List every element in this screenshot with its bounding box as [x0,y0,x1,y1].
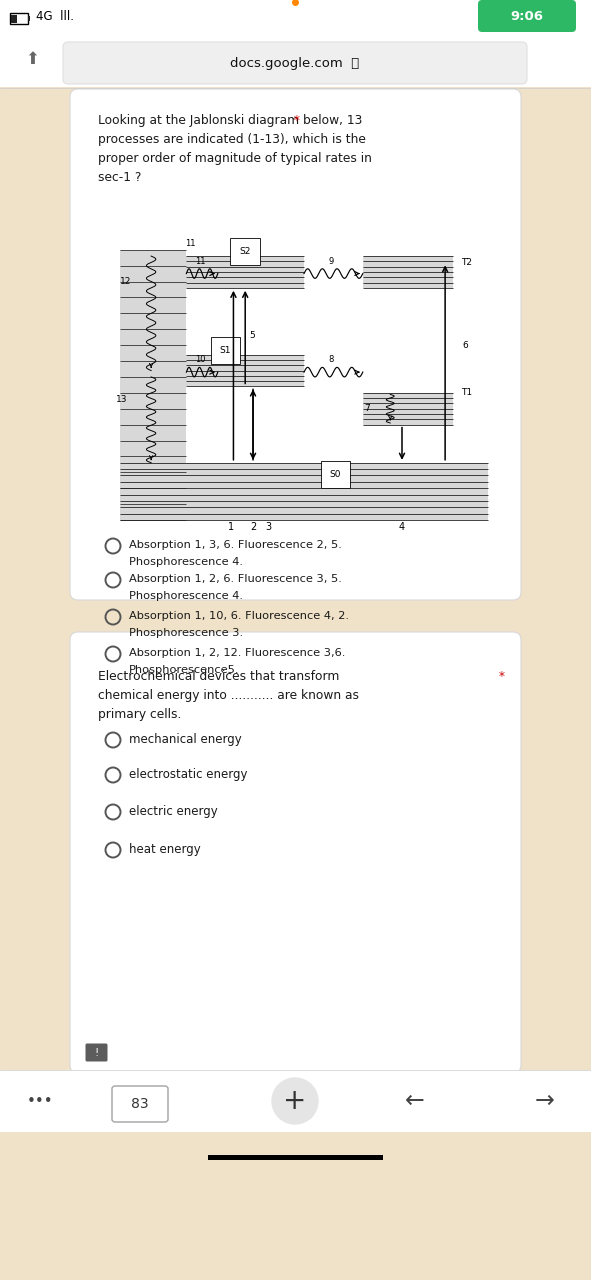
Text: 3: 3 [266,521,272,531]
Circle shape [272,1078,318,1124]
Text: 4: 4 [399,521,405,531]
Text: electrostatic energy: electrostatic energy [129,768,248,781]
Text: T1: T1 [461,388,472,397]
Text: Phosphorescence 3.: Phosphorescence 3. [129,628,243,637]
Text: 6: 6 [463,340,469,349]
Bar [186,355,304,387]
Text: Looking at the Jablonski diagram below, 13: Looking at the Jablonski diagram below, … [98,114,362,127]
Bar [363,393,453,425]
Text: S2: S2 [239,247,251,256]
Text: *: * [290,114,300,127]
Text: ⬆: ⬆ [25,50,39,68]
Text: primary cells.: primary cells. [98,708,181,721]
Text: 7: 7 [364,404,369,413]
Bar [0,32,591,87]
Text: 11: 11 [185,239,196,248]
Bar [186,256,304,288]
Bar [208,1155,383,1160]
Text: sec-1 ?: sec-1 ? [98,172,141,184]
Text: Absorption 1, 10, 6. Fluorescence 4, 2.: Absorption 1, 10, 6. Fluorescence 4, 2. [129,611,349,621]
FancyBboxPatch shape [70,90,521,600]
FancyBboxPatch shape [478,0,576,32]
Text: Electrochemical devices that transform: Electrochemical devices that transform [98,669,339,684]
Bar [0,1070,591,1132]
Text: T2: T2 [461,259,472,268]
Text: processes are indicated (1-13), which is the: processes are indicated (1-13), which is… [98,133,366,146]
Bar [10,13,28,24]
Text: heat energy: heat energy [129,844,201,856]
Text: Absorption 1, 2, 6. Fluorescence 3, 5.: Absorption 1, 2, 6. Fluorescence 3, 5. [129,573,342,584]
Text: docs.google.com  🔒: docs.google.com 🔒 [230,56,360,69]
Text: 4G  lll.: 4G lll. [36,9,74,23]
Text: Absorption 1, 3, 6. Fluorescence 2, 5.: Absorption 1, 3, 6. Fluorescence 2, 5. [129,540,342,550]
FancyBboxPatch shape [70,632,521,1073]
Text: *: * [495,669,505,684]
Text: proper order of magnitude of typical rates in: proper order of magnitude of typical rat… [98,152,372,165]
Bar [363,256,453,288]
Bar [0,0,591,32]
Text: chemical energy into ........... are known as: chemical energy into ........... are kno… [98,689,359,701]
Text: 83: 83 [131,1097,149,1111]
Text: 9:06: 9:06 [511,9,544,23]
Bar [0,1130,591,1165]
Text: 1: 1 [228,521,235,531]
Text: 8: 8 [329,355,334,365]
Text: electric energy: electric energy [129,805,217,818]
Text: +: + [283,1087,307,1115]
Bar [28,15,30,20]
FancyBboxPatch shape [112,1085,168,1123]
Text: Absorption 1, 2, 12. Fluorescence 3,6.: Absorption 1, 2, 12. Fluorescence 3,6. [129,648,345,658]
Text: Phosphorescence 4.: Phosphorescence 4. [129,591,243,602]
Text: Phosphorescence 4.: Phosphorescence 4. [129,557,243,567]
Text: S0: S0 [330,470,341,479]
Text: mechanical energy: mechanical energy [129,733,242,746]
Text: !: ! [95,1047,99,1057]
Text: •••: ••• [27,1093,53,1108]
Text: 11: 11 [195,256,205,266]
Bar [120,250,186,520]
Bar [11,14,17,23]
Text: 10: 10 [195,355,205,365]
Text: →: → [535,1089,555,1114]
Bar [120,463,488,520]
Text: Phosphorescence5.: Phosphorescence5. [129,666,239,675]
Text: 9: 9 [329,256,334,266]
FancyBboxPatch shape [86,1043,108,1061]
Text: 5: 5 [249,332,255,340]
Text: 12: 12 [120,276,131,285]
Text: 13: 13 [116,394,127,403]
Text: S1: S1 [220,346,231,355]
FancyBboxPatch shape [63,42,527,84]
Text: ←: ← [405,1089,425,1114]
Text: 2: 2 [250,521,256,531]
